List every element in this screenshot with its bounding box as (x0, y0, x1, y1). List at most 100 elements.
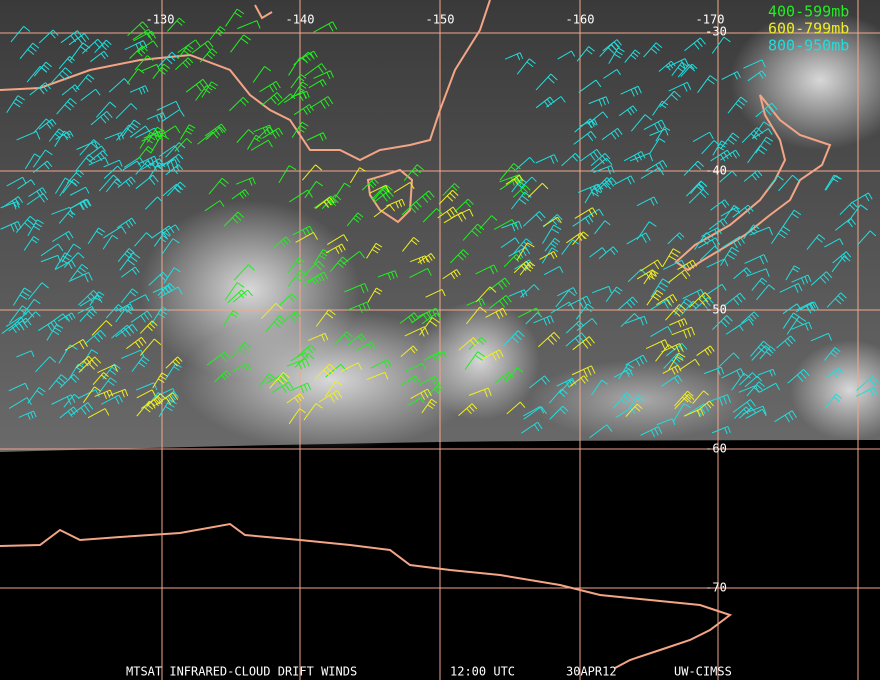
wind-barb (75, 355, 94, 369)
wind-barb (533, 315, 554, 326)
wind-barb (120, 288, 139, 304)
wind-barb (51, 230, 74, 243)
wind-barb (68, 271, 93, 283)
wind-barb (665, 342, 688, 357)
wind-barb (699, 245, 721, 261)
wind-barb (134, 232, 153, 247)
wind-barb (723, 292, 746, 307)
wind-barb (425, 288, 446, 298)
wind-barb (26, 193, 49, 206)
wind-barb (405, 362, 427, 372)
lat-labels: -30 -40 -50 -60 -70 (705, 25, 727, 595)
wind-barb (165, 356, 183, 369)
wind-barb (48, 128, 65, 142)
wind-barb (535, 73, 558, 91)
wind-barb (721, 368, 745, 379)
wind-barb (421, 312, 442, 325)
wind-barb (297, 50, 318, 61)
wind-barb (546, 96, 566, 108)
wind-barb (163, 267, 181, 284)
wind-barb (743, 59, 766, 69)
wind-barb (129, 45, 148, 60)
wind-barb (556, 377, 577, 388)
wind-barb (158, 399, 177, 418)
lon-label: -140 (286, 13, 315, 27)
wind-barb (259, 80, 281, 93)
wind-barb (28, 187, 47, 198)
wind-barb (204, 200, 225, 212)
wind-barb (191, 40, 214, 54)
wind-barb (721, 235, 745, 249)
wind-barb (591, 379, 608, 396)
wind-barb (8, 317, 32, 332)
wind-barb (177, 44, 194, 60)
wind-barb (720, 132, 740, 150)
wind-barb (140, 397, 163, 409)
wind-barb (744, 375, 763, 388)
wind-barb (231, 189, 250, 200)
wind-barb (232, 289, 253, 303)
wind-barb (511, 178, 528, 193)
wind-barb (508, 289, 528, 298)
wind-barb (235, 177, 256, 186)
wind-barb (421, 398, 438, 414)
wind-barb (68, 33, 90, 46)
wind-barb (733, 267, 752, 280)
wind-barb (650, 326, 673, 338)
wind-barb (290, 382, 312, 394)
wind-barb (458, 337, 479, 351)
wind-barb (69, 186, 90, 196)
wind-barb (501, 220, 523, 232)
wind-barb (102, 363, 121, 380)
wind-barb (115, 103, 138, 119)
lat-label: -50 (705, 303, 727, 317)
wind-barb (33, 118, 53, 134)
wind-barb (701, 140, 720, 155)
wind-barb (706, 283, 727, 295)
coast-tasmania (366, 168, 414, 224)
wind-barb (747, 145, 768, 164)
wind-barb (89, 291, 105, 306)
wind-barb (752, 128, 773, 139)
wind-barb (428, 351, 447, 359)
wind-barb (749, 226, 773, 236)
wind-barb (419, 317, 440, 336)
wind-barb (272, 381, 294, 394)
wind-barb (154, 159, 179, 171)
wind-barb (403, 164, 424, 181)
wind-barb (103, 159, 123, 168)
wind-barb (504, 52, 524, 61)
wind-barb (744, 254, 768, 265)
wind-barb (209, 26, 226, 41)
wind-barb (61, 243, 82, 263)
wind-barb (778, 174, 800, 192)
wind-barb (139, 320, 158, 334)
wind-barb (571, 365, 596, 378)
lon-label: -170 (696, 13, 725, 27)
wind-barb (124, 156, 145, 168)
wind-barb (625, 403, 643, 417)
wind-barb (286, 393, 305, 404)
wind-barb (304, 275, 322, 286)
wind-barb (406, 397, 425, 407)
wind-barb (810, 332, 832, 342)
wind-barb (759, 346, 776, 360)
wind-barb (502, 330, 525, 347)
wind-barb (124, 40, 148, 52)
wind-barb (87, 145, 106, 157)
cloud (420, 300, 540, 420)
wind-barb (856, 230, 877, 246)
wind-barb (236, 129, 255, 143)
wind-barb (326, 234, 349, 245)
wind-barb (179, 124, 196, 140)
wind-barb (230, 341, 252, 359)
wind-barb (103, 165, 124, 179)
wind-barb (652, 100, 669, 116)
wind-barb (719, 170, 737, 183)
wind-barb (626, 232, 651, 245)
wind-barb (479, 215, 498, 230)
wind-barb (17, 179, 36, 190)
wind-barb (668, 81, 692, 92)
wind-barb (256, 126, 275, 141)
